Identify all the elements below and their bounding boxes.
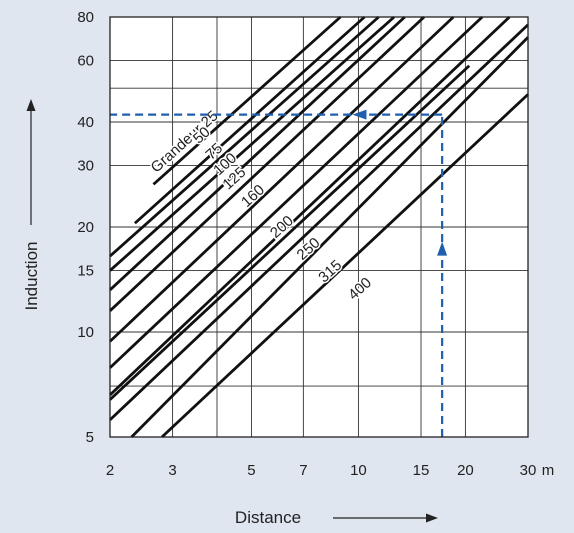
series-line-250 — [109, 15, 484, 369]
guide-up-arrowhead — [437, 241, 448, 256]
x-axis-arrow — [333, 513, 438, 523]
series-line-unlabeled — [160, 93, 529, 439]
series-line-75 — [109, 15, 380, 258]
y-axis-ticks: 5 10 15 20 30 40 60 80 — [77, 9, 94, 446]
x-tick-label: 3 — [168, 462, 176, 479]
x-tick-label: 15 — [413, 462, 430, 479]
series-line-25 — [152, 15, 342, 186]
plot-frame — [109, 16, 529, 438]
series-line-unlabeled — [109, 64, 471, 401]
y-axis-label: Induction — [22, 242, 41, 311]
series-line-400 — [130, 36, 529, 438]
series-line-100 — [109, 15, 396, 272]
y-tick-label: 60 — [77, 53, 94, 70]
y-tick-label: 10 — [77, 324, 94, 341]
series-line-315 — [109, 15, 511, 396]
series-line-125 — [109, 15, 406, 291]
y-tick-label: 5 — [86, 429, 94, 446]
x-tick-label: 5 — [247, 462, 255, 479]
x-tick-label: 2 — [106, 462, 114, 479]
x-tick-label: 7 — [299, 462, 307, 479]
y-tick-label: 40 — [77, 114, 94, 131]
y-tick-label: 80 — [77, 9, 94, 26]
reading-example — [110, 109, 448, 437]
x-tick-label: 10 — [350, 462, 367, 479]
series-line-unlabeled — [109, 23, 529, 421]
y-tick-label: 15 — [77, 263, 94, 280]
x-axis-ticks: 2 3 5 7 10 15 20 30 — [106, 462, 537, 479]
guide-left-arrowhead — [352, 109, 367, 120]
y-tick-label: 20 — [77, 219, 94, 236]
series-line-200 — [109, 15, 455, 343]
y-axis-arrow — [26, 99, 36, 225]
series-lines — [109, 15, 529, 439]
series-line-50 — [133, 15, 366, 225]
series-line-160 — [109, 15, 426, 312]
x-tick-label: 20 — [457, 462, 474, 479]
y-tick-label: 30 — [77, 158, 94, 175]
x-axis-label: Distance — [235, 508, 301, 527]
x-tick-label: 30 — [520, 462, 537, 479]
x-unit-label: m — [542, 462, 555, 479]
